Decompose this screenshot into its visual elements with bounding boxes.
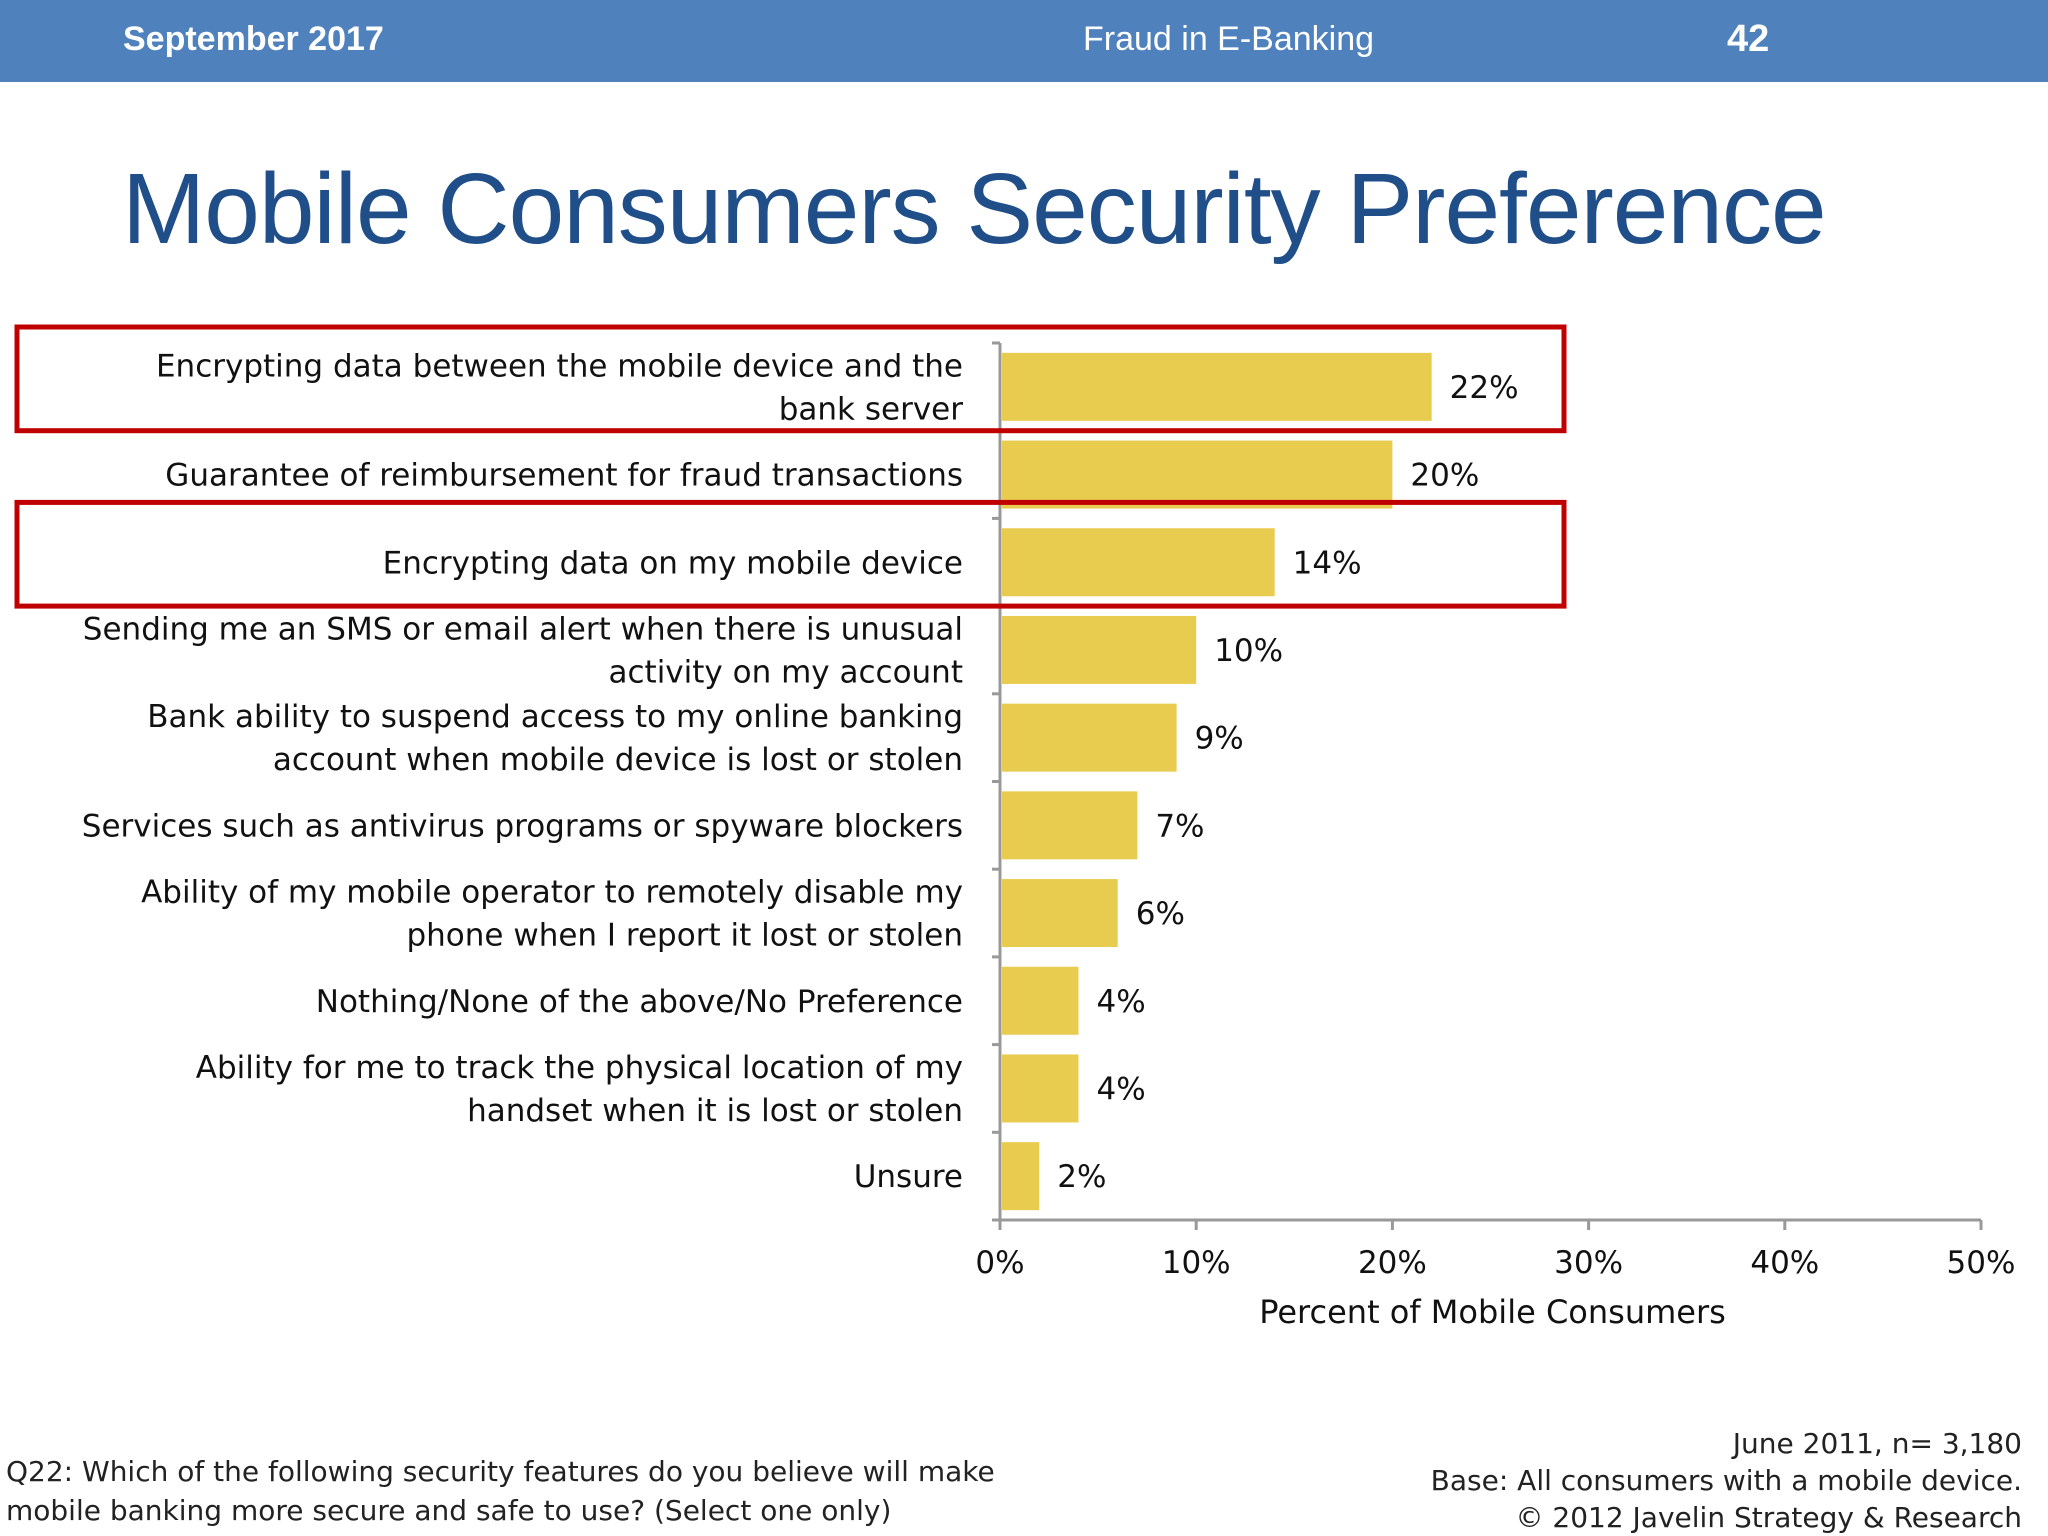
category-label: handset when it is lost or stolen (467, 1093, 963, 1129)
category-label: Encrypting data on my mobile device (383, 545, 963, 581)
x-tick-label: 50% (1947, 1245, 2016, 1281)
bar (1002, 1142, 1040, 1211)
category-label: account when mobile device is lost or st… (273, 742, 963, 778)
category-label: Bank ability to suspend access to my onl… (147, 699, 963, 735)
category-label: Ability for me to track the physical loc… (196, 1050, 963, 1086)
header-title: Fraud in E-Banking (1083, 20, 1375, 58)
bar-value-label: 6% (1136, 896, 1185, 932)
x-tick-label: 10% (1162, 1245, 1231, 1281)
bar-chart: 22% Encrypting data between the mobile de… (14, 324, 2016, 1331)
bar-value-label: 22% (1450, 370, 1519, 406)
bar (1002, 879, 1118, 948)
highlight-frame (14, 324, 1567, 434)
slide-title: Mobile Consumers Security Preference (122, 153, 1827, 265)
category-label: Guarantee of reimbursement for fraud tra… (165, 458, 963, 494)
bar (1002, 528, 1275, 597)
survey-question: Q22: Which of the following security fea… (6, 1455, 995, 1527)
header-date: September 2017 (123, 20, 384, 58)
category-label: Unsure (854, 1159, 963, 1195)
bar (1002, 703, 1177, 772)
category-label: Services such as antivirus programs or s… (82, 808, 963, 844)
source-line-base: Base: All consumers with a mobile device… (1430, 1464, 2022, 1497)
bar-value-label: 7% (1155, 808, 1204, 844)
bar (1002, 440, 1393, 509)
source-note: June 2011, n= 3,180 Base: All consumers … (1431, 1425, 2022, 1536)
bar (1002, 791, 1138, 860)
bar (1002, 615, 1197, 684)
bar-value-label: 4% (1096, 1071, 1145, 1107)
bar (1002, 1054, 1079, 1123)
x-tick-label: 30% (1554, 1245, 1623, 1281)
bar-value-label: 14% (1293, 545, 1362, 581)
bar (1002, 966, 1079, 1035)
bar-value-label: 2% (1057, 1159, 1106, 1195)
category-label: bank server (779, 391, 964, 427)
category-label: Sending me an SMS or email alert when th… (83, 611, 963, 647)
bar-value-label: 20% (1410, 458, 1479, 494)
header-bar: September 2017 Fraud in E-Banking 42 (0, 0, 2048, 82)
highlight-frame (14, 499, 1567, 609)
category-label: phone when I report it lost or stolen (406, 918, 963, 954)
bar-value-label: 4% (1096, 984, 1145, 1020)
bar-value-label: 9% (1195, 721, 1244, 757)
x-tick-label: 20% (1358, 1245, 1427, 1281)
page-number: 42 (1727, 18, 1770, 60)
bar (1002, 352, 1432, 421)
x-tick-label: 40% (1750, 1245, 1819, 1281)
category-label: Encrypting data between the mobile devic… (156, 348, 963, 384)
source-line-copyright: © 2012 Javelin Strategy & Research (1515, 1501, 2022, 1534)
category-label: Nothing/None of the above/No Preference (316, 984, 963, 1020)
category-label: Ability of my mobile operator to remotel… (141, 875, 963, 911)
x-axis-title: Percent of Mobile Consumers (1259, 1293, 1726, 1331)
x-tick-label: 0% (975, 1245, 1024, 1281)
category-label: activity on my account (609, 654, 964, 690)
source-line-date: June 2011, n= 3,180 (1732, 1427, 2022, 1460)
bar-value-label: 10% (1214, 633, 1283, 669)
